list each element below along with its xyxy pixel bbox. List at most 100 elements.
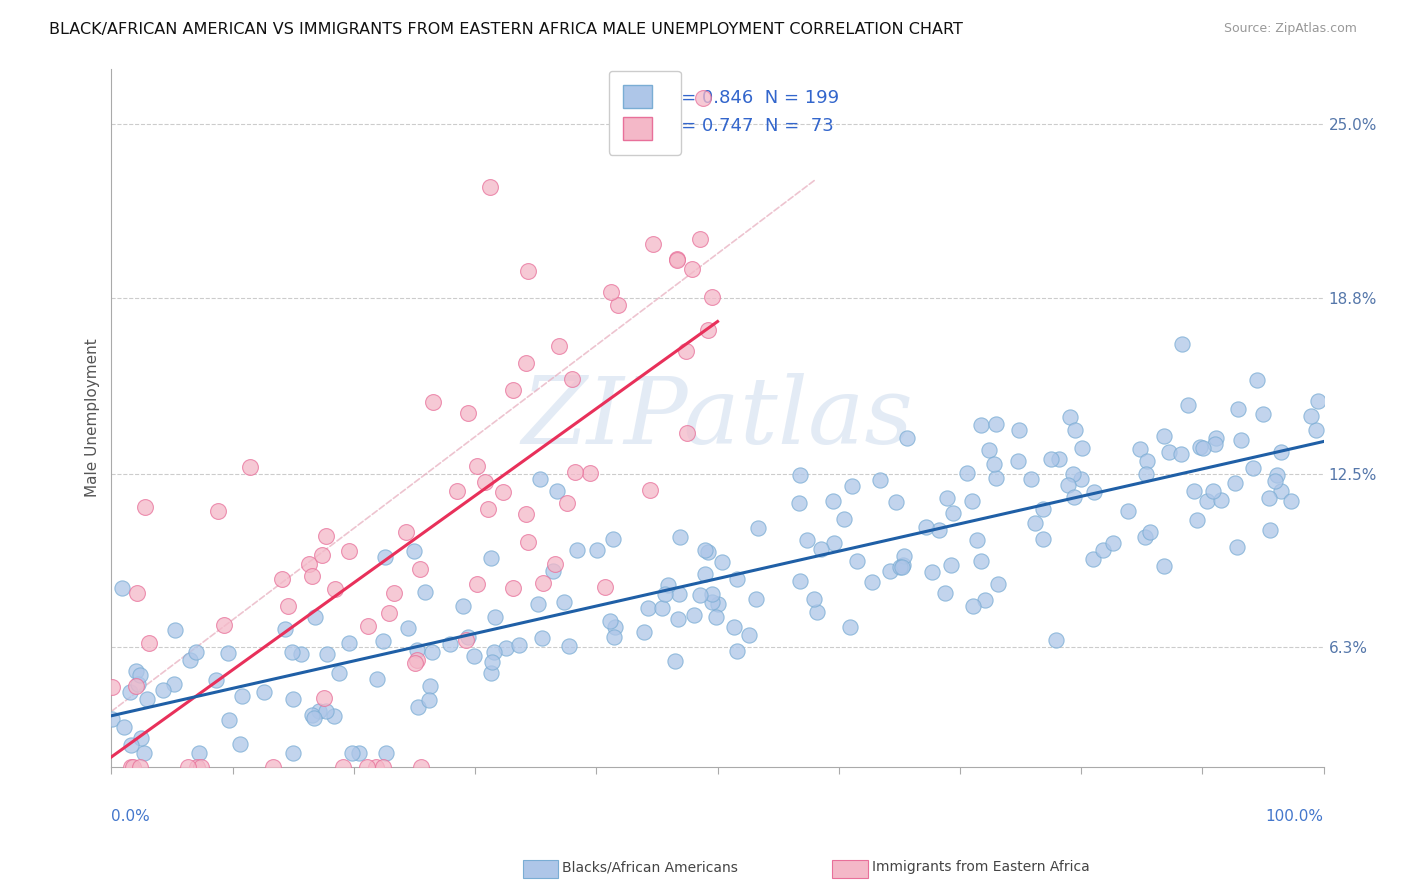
Point: [478, 179, 501, 194]
Point: [120, 760, 142, 774]
Point: [479, 665, 502, 680]
Text: R = 0.846  N = 199: R = 0.846 N = 199: [664, 89, 839, 107]
Point: [315, 705, 337, 719]
Point: [928, 523, 950, 537]
Point: [657, 578, 679, 592]
Point: [1305, 423, 1327, 437]
Point: [606, 298, 628, 312]
Point: [984, 471, 1007, 485]
Point: [179, 653, 201, 667]
Point: [404, 656, 426, 670]
Point: [1135, 467, 1157, 482]
Point: [186, 760, 208, 774]
Point: [364, 760, 387, 774]
Point: [1008, 423, 1031, 437]
Point: [121, 738, 143, 752]
Point: [543, 564, 565, 578]
Point: [555, 495, 578, 509]
Point: [1083, 484, 1105, 499]
Point: [641, 237, 664, 252]
Point: [1153, 558, 1175, 573]
Point: [1092, 543, 1115, 558]
Point: [806, 605, 828, 619]
Point: [1032, 502, 1054, 516]
Point: [465, 459, 488, 474]
Y-axis label: Male Unemployment: Male Unemployment: [86, 339, 100, 497]
Point: [1258, 523, 1281, 537]
Point: [1102, 536, 1125, 550]
Point: [914, 520, 936, 534]
Point: [413, 584, 436, 599]
Point: [654, 586, 676, 600]
Text: BLACK/AFRICAN AMERICAN VS IMMIGRANTS FROM EASTERN AFRICA MALE UNEMPLOYMENT CORRE: BLACK/AFRICAN AMERICAN VS IMMIGRANTS FRO…: [49, 22, 963, 37]
Point: [308, 704, 330, 718]
Point: [134, 500, 156, 514]
Point: [374, 550, 396, 565]
Text: Blacks/African Americans: Blacks/African Americans: [562, 860, 738, 874]
Point: [356, 760, 378, 774]
Point: [125, 664, 148, 678]
Point: [163, 676, 186, 690]
Point: [602, 532, 624, 546]
Point: [841, 479, 863, 493]
Point: [1209, 493, 1232, 508]
Point: [1223, 476, 1246, 491]
Point: [301, 569, 323, 583]
Point: [744, 592, 766, 607]
Point: [205, 673, 228, 687]
Point: [668, 587, 690, 601]
Point: [960, 494, 983, 508]
Point: [373, 760, 395, 774]
Point: [375, 747, 398, 761]
Point: [1204, 437, 1226, 451]
Point: [675, 343, 697, 358]
Point: [962, 599, 984, 613]
Point: [301, 707, 323, 722]
Point: [382, 586, 405, 600]
Point: [1257, 491, 1279, 505]
Point: [136, 692, 159, 706]
Point: [666, 252, 689, 266]
Point: [676, 425, 699, 440]
Point: [1039, 451, 1062, 466]
Point: [128, 760, 150, 774]
Point: [125, 586, 148, 600]
Point: [599, 614, 621, 628]
Point: [693, 542, 716, 557]
Point: [1057, 478, 1080, 492]
Text: 0.0%: 0.0%: [111, 809, 150, 824]
Point: [212, 618, 235, 632]
Point: [1227, 401, 1250, 416]
Point: [977, 443, 1000, 458]
Point: [332, 760, 354, 774]
Point: [565, 543, 588, 558]
Point: [987, 577, 1010, 591]
Point: [312, 691, 335, 706]
Point: [304, 711, 326, 725]
Point: [132, 747, 155, 761]
Point: [936, 491, 959, 505]
Point: [283, 747, 305, 761]
Point: [515, 356, 537, 370]
Point: [1264, 474, 1286, 488]
Point: [1059, 410, 1081, 425]
Point: [1251, 407, 1274, 421]
Point: [418, 693, 440, 707]
Point: [986, 417, 1008, 432]
Point: [921, 565, 943, 579]
Point: [129, 668, 152, 682]
Point: [974, 593, 997, 607]
Point: [700, 594, 723, 608]
Point: [239, 459, 262, 474]
Point: [1047, 451, 1070, 466]
Point: [101, 680, 124, 694]
Point: [337, 544, 360, 558]
Point: [564, 465, 586, 479]
Point: [696, 545, 718, 559]
Point: [747, 520, 769, 534]
Point: [896, 432, 918, 446]
Point: [516, 264, 538, 278]
Point: [548, 339, 571, 353]
Point: [1045, 633, 1067, 648]
Point: [683, 607, 706, 622]
